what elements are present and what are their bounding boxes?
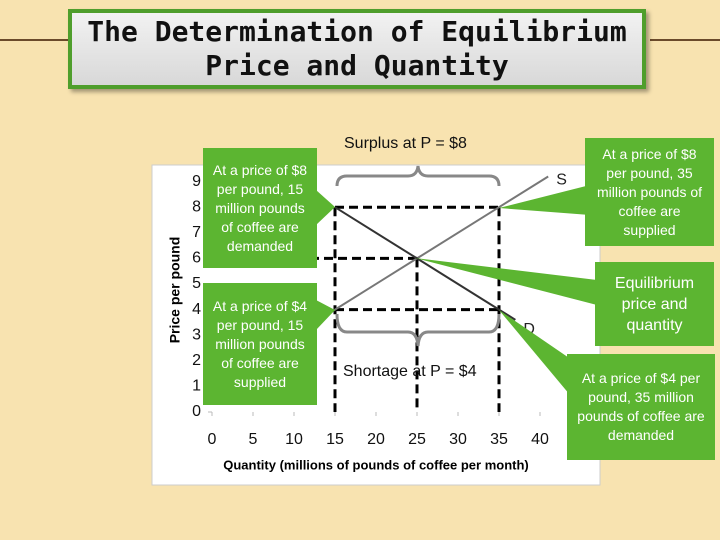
shortage-label: Shortage at P = $4 xyxy=(343,363,477,380)
callout-pointer xyxy=(316,190,335,225)
y-tick-label: 8 xyxy=(192,198,201,215)
callout-pointer xyxy=(499,185,590,215)
series-label: S xyxy=(556,172,567,189)
callout-pointer xyxy=(499,310,575,395)
x-tick-label: 25 xyxy=(408,431,426,448)
callout-pointer xyxy=(316,300,335,330)
y-tick-label: 6 xyxy=(192,250,201,267)
y-tick-label: 1 xyxy=(192,378,201,395)
surplus-label: Surplus at P = $8 xyxy=(344,135,467,152)
series-label: D xyxy=(523,321,535,338)
title: The Determination of Equilibrium Price a… xyxy=(87,15,627,82)
shortage-brace xyxy=(335,313,501,347)
callout: Equilibrium price and quantity xyxy=(595,262,714,346)
x-tick-label: 5 xyxy=(249,431,258,448)
x-axis-label: Quantity (millions of pounds of coffee p… xyxy=(223,457,529,472)
callout: At a price of $8 per pound, 15 million p… xyxy=(203,148,317,268)
y-tick-label: 2 xyxy=(192,352,201,369)
y-tick-label: 9 xyxy=(192,173,201,190)
x-tick-label: 20 xyxy=(367,431,385,448)
callout: At a price of $8 per pound, 35 million p… xyxy=(585,138,714,246)
y-tick-label: 4 xyxy=(192,301,201,318)
x-tick-label: 35 xyxy=(490,431,508,448)
surplus-brace xyxy=(335,165,501,187)
title-box: The Determination of Equilibrium Price a… xyxy=(68,9,646,89)
y-tick-label: 3 xyxy=(192,326,201,343)
callout: At a price of $4 per pound, 15 million p… xyxy=(203,283,317,405)
y-tick-label: 7 xyxy=(192,224,201,241)
callout-pointer xyxy=(415,258,597,305)
x-tick-label: 0 xyxy=(208,431,217,448)
y-tick-label: 5 xyxy=(192,275,201,292)
x-tick-label: 40 xyxy=(531,431,549,448)
callout: At a price of $4 per pound, 35 million p… xyxy=(567,354,715,460)
series-line xyxy=(334,206,516,321)
x-tick-label: 15 xyxy=(326,431,344,448)
y-tick-label: 0 xyxy=(192,403,201,420)
y-axis-label: Price per pound xyxy=(167,237,183,344)
x-tick-label: 30 xyxy=(449,431,467,448)
x-tick-label: 10 xyxy=(285,431,303,448)
